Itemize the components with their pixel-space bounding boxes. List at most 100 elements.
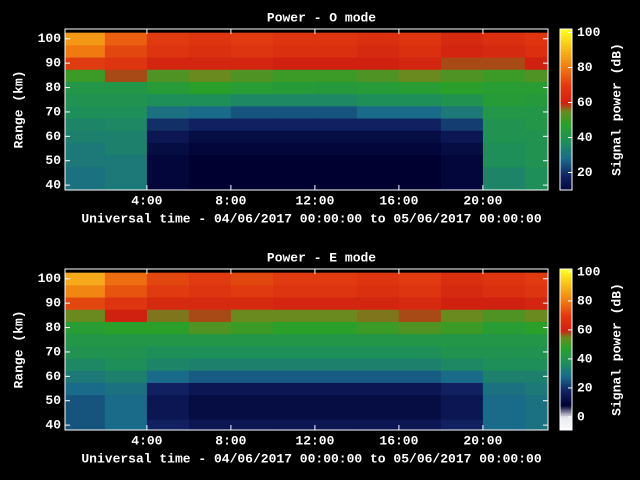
heatmap-cell xyxy=(188,406,232,420)
heatmap-cell xyxy=(230,105,274,119)
colorbar-segment xyxy=(560,328,572,331)
heatmap-cell xyxy=(482,272,526,286)
heatmap-cell xyxy=(356,105,400,119)
colorbar-segment xyxy=(560,336,572,338)
heatmap-cell xyxy=(482,297,526,310)
heatmap-cell xyxy=(272,419,316,430)
heatmap-cell xyxy=(272,142,316,156)
heatmap-cell xyxy=(398,118,442,131)
heatmap-cell xyxy=(482,44,526,58)
heatmap-cell xyxy=(314,142,358,156)
colorbar-segment xyxy=(560,381,572,385)
colorbar-segment xyxy=(560,107,572,110)
heatmap-cell xyxy=(440,333,484,347)
heatmap-cell xyxy=(524,382,548,396)
heatmap-cell xyxy=(356,382,400,396)
colorbar-segment xyxy=(560,169,572,173)
heatmap-cell xyxy=(146,154,190,168)
heatmap-cell xyxy=(188,284,232,298)
colorbar-segment xyxy=(560,330,572,333)
heatmap-cell xyxy=(482,284,526,298)
heatmap-cell xyxy=(146,321,190,335)
y-tick-label: 50 xyxy=(45,153,61,168)
heatmap-cell xyxy=(230,154,274,168)
colorbar-tick-label: 20 xyxy=(577,165,593,180)
heatmap-cell xyxy=(314,358,358,371)
y-tick-label: 90 xyxy=(45,296,61,311)
colorbar-segment xyxy=(560,350,572,354)
heatmap-cell xyxy=(314,44,358,58)
heatmap-cell xyxy=(188,297,232,310)
heatmap-cell xyxy=(65,297,106,310)
heatmap-cell xyxy=(356,130,400,143)
heatmap-cell xyxy=(440,284,484,298)
heatmap-cell xyxy=(188,154,232,168)
colorbar-tick-label: 80 xyxy=(577,293,593,308)
heatmap-cell xyxy=(65,118,106,131)
heatmap-cell xyxy=(482,93,526,107)
colorbar-segment xyxy=(560,171,572,175)
heatmap-cell xyxy=(146,93,190,107)
colorbar-segment xyxy=(560,412,572,415)
heatmap-cell xyxy=(188,358,232,371)
colorbar-segment xyxy=(560,106,572,109)
colorbar-tick-label: 80 xyxy=(577,60,593,75)
heatmap-cell xyxy=(146,44,190,58)
heatmap-cell xyxy=(104,166,148,180)
colorbar-segment xyxy=(560,319,572,322)
heatmap-cell xyxy=(440,69,484,82)
heatmap-cell xyxy=(230,44,274,58)
heatmap-cell xyxy=(482,419,526,430)
colorbar-segment xyxy=(560,383,572,386)
heatmap-cell xyxy=(230,81,274,95)
heatmap-cell xyxy=(482,130,526,143)
colorbar-segment xyxy=(560,387,572,390)
heatmap-cell xyxy=(440,419,484,430)
colorbar-segment xyxy=(560,115,572,118)
heatmap-cell xyxy=(356,309,400,322)
heatmap-cell xyxy=(272,284,316,298)
heatmap-cell xyxy=(230,284,274,298)
colorbar-segment xyxy=(560,313,572,316)
colorbar-segment xyxy=(560,342,572,345)
heatmap-cell xyxy=(398,130,442,143)
heatmap-cell xyxy=(146,166,190,180)
heatmap-cell xyxy=(146,297,190,310)
heatmap-cell xyxy=(356,419,400,430)
colorbar-segment xyxy=(560,347,572,350)
colorbar-segment xyxy=(560,125,572,129)
colorbar-segment xyxy=(560,87,572,90)
heatmap-cell xyxy=(482,309,526,322)
colorbar-segment xyxy=(560,390,572,394)
heatmap-cell xyxy=(398,358,442,371)
heatmap-cell xyxy=(146,272,190,286)
heatmap-cell xyxy=(524,93,548,107)
colorbar-segment xyxy=(560,394,572,397)
heatmap-cell xyxy=(398,309,442,322)
colorbar xyxy=(560,269,572,431)
heatmap-cell xyxy=(524,370,548,383)
heatmap-cell xyxy=(356,154,400,168)
heatmap-cell xyxy=(104,69,148,82)
heatmap-cell xyxy=(314,419,358,430)
colorbar-segment xyxy=(560,49,572,53)
colorbar-label: Signal power (dB) xyxy=(609,283,624,416)
heatmap-cell xyxy=(314,130,358,143)
colorbar-segment xyxy=(560,180,572,184)
heatmap-cell xyxy=(398,154,442,168)
colorbar-segment xyxy=(560,399,572,403)
heatmap-cell xyxy=(188,309,232,322)
heatmap-cell xyxy=(482,57,526,70)
heatmap-cell xyxy=(272,130,316,143)
heatmap-cell xyxy=(104,297,148,310)
heatmap-cell xyxy=(272,44,316,58)
heatmap-cell xyxy=(314,284,358,298)
x-tick-label: 20:00 xyxy=(463,433,502,448)
plot-frame xyxy=(64,268,549,431)
heatmap-cell xyxy=(188,81,232,95)
colorbar-segment xyxy=(560,272,572,275)
heatmap-cell xyxy=(398,284,442,298)
heatmap-cell xyxy=(65,321,106,335)
colorbar-segment xyxy=(560,42,572,45)
heatmap-cell xyxy=(314,154,358,168)
